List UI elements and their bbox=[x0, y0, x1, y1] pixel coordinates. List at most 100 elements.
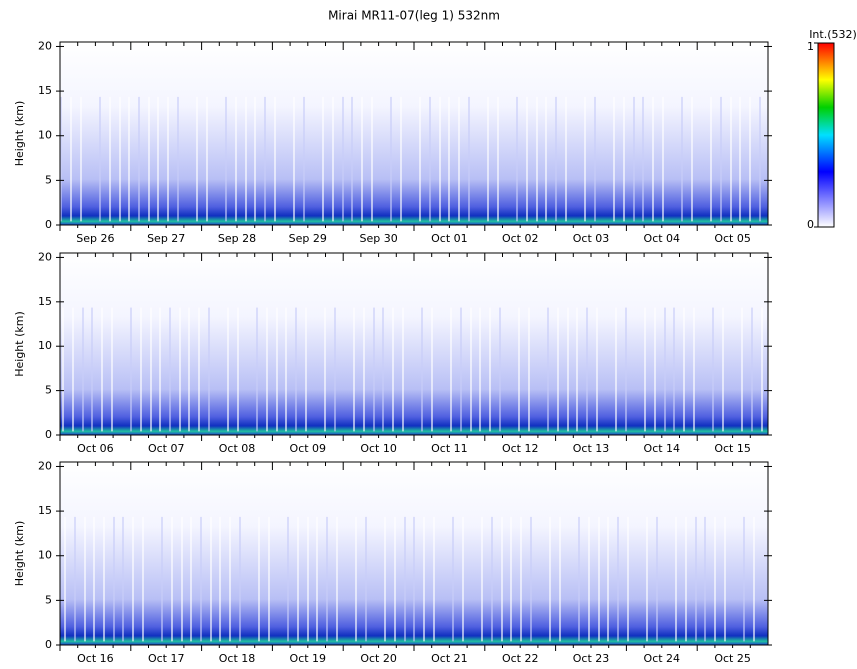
x-tick-label: Sep 29 bbox=[289, 232, 327, 245]
streak bbox=[130, 307, 132, 432]
streak bbox=[576, 307, 578, 432]
streak bbox=[625, 307, 627, 432]
streak bbox=[99, 96, 101, 222]
streak bbox=[72, 307, 74, 432]
streak bbox=[142, 516, 144, 642]
streak bbox=[462, 516, 464, 642]
x-tick-label: Oct 17 bbox=[148, 652, 185, 665]
streak bbox=[181, 516, 183, 642]
streak bbox=[536, 96, 538, 222]
streak bbox=[751, 307, 753, 432]
streak bbox=[206, 96, 208, 222]
y-tick-label: 10 bbox=[38, 339, 52, 352]
streak bbox=[276, 307, 278, 432]
streak bbox=[264, 96, 266, 222]
streak bbox=[190, 516, 192, 642]
streak bbox=[656, 516, 658, 642]
streak bbox=[759, 96, 761, 222]
streak bbox=[351, 96, 353, 222]
streak bbox=[316, 516, 318, 642]
streak bbox=[739, 96, 741, 222]
streak bbox=[140, 307, 142, 432]
streak bbox=[623, 96, 625, 222]
streak bbox=[470, 307, 472, 432]
streak bbox=[450, 307, 452, 432]
streak bbox=[662, 96, 664, 222]
streak bbox=[64, 516, 66, 642]
streak bbox=[761, 307, 763, 432]
streak bbox=[578, 516, 580, 642]
y-tick-label: 20 bbox=[38, 459, 52, 472]
streak bbox=[730, 96, 732, 222]
streak bbox=[297, 516, 299, 642]
streak bbox=[60, 96, 62, 222]
x-tick-label: Oct 22 bbox=[502, 652, 539, 665]
streak bbox=[254, 96, 256, 222]
streak bbox=[654, 307, 656, 432]
streak bbox=[171, 516, 173, 642]
streak bbox=[363, 307, 365, 432]
streak bbox=[559, 516, 561, 642]
x-tick-label: Oct 14 bbox=[644, 442, 681, 455]
streak bbox=[613, 96, 615, 222]
streak bbox=[452, 516, 454, 642]
streak bbox=[132, 516, 134, 642]
streak bbox=[431, 307, 433, 432]
streak bbox=[468, 96, 470, 222]
streak bbox=[334, 307, 336, 432]
x-tick-label: Oct 09 bbox=[290, 442, 327, 455]
y-tick-label: 0 bbox=[45, 218, 52, 231]
streak bbox=[111, 307, 113, 432]
streak bbox=[547, 307, 549, 432]
y-tick-label: 20 bbox=[38, 250, 52, 263]
streak bbox=[565, 96, 567, 222]
streak bbox=[150, 307, 152, 432]
streak bbox=[365, 516, 367, 642]
x-tick-label: Oct 16 bbox=[77, 652, 114, 665]
streak bbox=[510, 516, 512, 642]
streak bbox=[332, 96, 334, 222]
streak bbox=[198, 307, 200, 432]
streak bbox=[627, 516, 629, 642]
y-axis-label: Height (km) bbox=[13, 101, 26, 167]
streak bbox=[501, 516, 503, 642]
x-tick-label: Oct 07 bbox=[148, 442, 185, 455]
x-tick-label: Oct 04 bbox=[644, 232, 681, 245]
streak bbox=[62, 307, 64, 432]
streak bbox=[681, 96, 683, 222]
streak bbox=[741, 307, 743, 432]
streak bbox=[138, 96, 140, 222]
streak bbox=[227, 307, 229, 432]
streak bbox=[439, 96, 441, 222]
x-tick-label: Oct 21 bbox=[431, 652, 468, 665]
streak bbox=[287, 516, 289, 642]
streak bbox=[159, 307, 161, 432]
streak bbox=[743, 516, 745, 642]
streak bbox=[598, 516, 600, 642]
streak bbox=[644, 307, 646, 432]
streak bbox=[720, 96, 722, 222]
streak bbox=[518, 307, 520, 432]
streak bbox=[322, 96, 324, 222]
streak bbox=[588, 516, 590, 642]
streak bbox=[384, 516, 386, 642]
streak bbox=[93, 516, 95, 642]
streak bbox=[594, 96, 596, 222]
y-tick-label: 15 bbox=[38, 504, 52, 517]
streak bbox=[429, 96, 431, 222]
streak bbox=[633, 96, 635, 222]
streak bbox=[237, 307, 239, 432]
x-tick-label: Oct 05 bbox=[714, 232, 751, 245]
y-tick-label: 0 bbox=[45, 428, 52, 441]
y-tick-label: 20 bbox=[38, 39, 52, 52]
streak bbox=[749, 96, 751, 222]
streak bbox=[714, 516, 716, 642]
streak bbox=[530, 516, 532, 642]
streak bbox=[489, 307, 491, 432]
streak bbox=[646, 516, 648, 642]
streak bbox=[481, 516, 483, 642]
x-tick-label: Oct 25 bbox=[714, 652, 751, 665]
y-tick-label: 10 bbox=[38, 129, 52, 142]
streak bbox=[188, 307, 190, 432]
